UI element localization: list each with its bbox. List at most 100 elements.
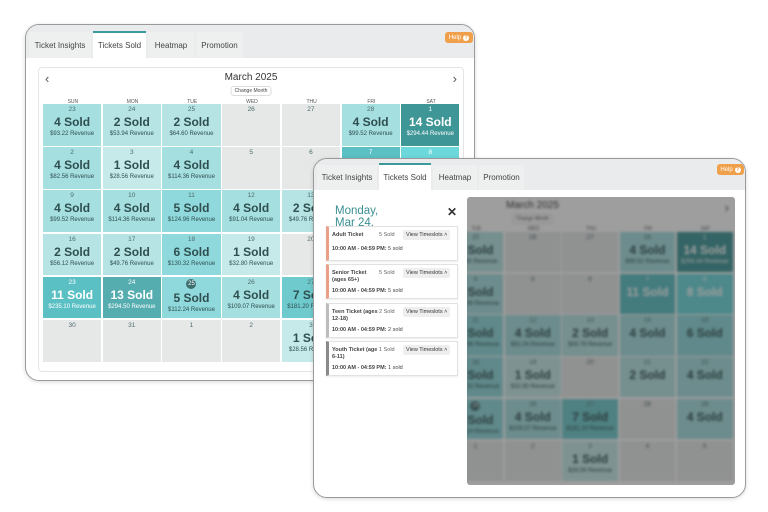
calendar-day-cell[interactable]: 4 [619, 440, 676, 481]
calendar-day-cell[interactable]: 12 4 Sold $91.04 Revenue [222, 190, 281, 233]
calendar-day-cell[interactable]: 12 4 Sold $91.04 Revenue [504, 315, 561, 356]
next-month-icon[interactable]: › [452, 71, 457, 86]
calendar-day-cell[interactable]: 28 4 Sold $99.52 Revenue [619, 232, 676, 273]
calendar-day-cell[interactable]: 23 4 Sold $93.22 Revenue [43, 104, 102, 146]
day-number: 24 [128, 106, 136, 113]
calendar-day-cell[interactable]: 17 2 Sold $49.76 Revenue [102, 233, 161, 276]
day-number: 1 [189, 322, 194, 329]
calendar-day-cell[interactable]: 13 2 Sold $49.76 Revenue [562, 315, 618, 356]
modal-dim[interactable] [467, 197, 735, 485]
weekday-header: TUE [187, 99, 198, 105]
calendar-day-cell[interactable]: 26 [504, 232, 561, 273]
prev-month-icon[interactable]: ‹ [45, 71, 50, 86]
calendar-day-cell[interactable]: 25 2 Sold $64.60 Revenue [162, 104, 221, 146]
sold-count: 14 Sold [683, 243, 727, 257]
view-timeslots-button[interactable]: View Timeslots ˄ [403, 230, 451, 240]
change-month-button[interactable]: Change Month [230, 86, 272, 96]
calendar-day-cell[interactable]: 10 4 Sold $114.36 Revenue [102, 190, 161, 233]
calendar-day-cell[interactable]: 24 2 Sold $53.94 Revenue [102, 104, 161, 146]
weekday-header: SAT [700, 226, 711, 232]
calendar-day-cell[interactable]: 115 Sold$124.96 Revenue [467, 315, 504, 356]
next-month-icon[interactable]: › [724, 200, 729, 215]
calendar-day-cell[interactable]: 2 [222, 320, 281, 362]
calendar-day-cell[interactable]: 26 4 Sold $109.07 Revenue [222, 276, 281, 319]
tab-tickets-sold[interactable]: Tickets Sold [379, 163, 431, 190]
day-number: 19 [247, 235, 255, 243]
calendar-day-cell[interactable]: 28 [619, 398, 676, 439]
tab-ticket-insights[interactable]: Ticket Insights [29, 32, 91, 58]
tab-heatmap[interactable]: Heatmap [433, 165, 477, 190]
sold-count: 2 Sold [572, 326, 609, 341]
calendar-day-cell[interactable]: 16 2 Sold $56.12 Revenue [43, 233, 102, 276]
change-month-button[interactable]: Change Month [512, 214, 553, 224]
view-timeslots-button[interactable]: View Timeslots ˄ [403, 268, 451, 278]
calendar-day-cell[interactable]: 1 [467, 440, 504, 481]
weekday-header: THU [585, 226, 596, 232]
calendar-day-cell[interactable]: 25 2 Sold $64.60 Revenue [467, 232, 504, 273]
calendar-day-cell[interactable]: 2 [504, 440, 561, 481]
calendar-day-cell[interactable]: 23 11 Sold $235.10 Revenue [43, 276, 102, 319]
calendar-day-cell[interactable]: 186 Sold$130.32 Revenue [467, 357, 504, 398]
sold-count: 2 Sold [54, 244, 91, 259]
calendar-day-cell[interactable]: 28 4 Sold $99.52 Revenue [341, 104, 400, 146]
sold-count: 4 Sold [514, 409, 551, 424]
ticket-sold: 5 Sold [379, 232, 395, 238]
calendar-day-cell[interactable]: 1 14 Sold $294.44 Revenue [401, 104, 460, 146]
day-number: 27 [307, 106, 315, 113]
day-number: 4 [645, 442, 650, 450]
tab-promotion[interactable]: Promotion [196, 32, 243, 58]
help-button[interactable]: Help? [445, 32, 473, 43]
calendar-day-cell[interactable]: 26 4 Sold $109.07 Revenue [504, 398, 561, 439]
close-icon[interactable]: ✕ [447, 205, 458, 219]
day-number: 20 [307, 235, 315, 243]
calendar-day-cell[interactable]: 27 [281, 104, 340, 146]
tab-heatmap[interactable]: Heatmap [148, 32, 194, 58]
calendar-day-cell[interactable]: 31 [102, 320, 161, 362]
calendar-day-cell[interactable]: 19 1 Sold $32.80 Revenue [222, 233, 281, 276]
day-number: 9 [70, 192, 74, 200]
tab-promotion[interactable]: Promotion [479, 165, 524, 190]
help-button[interactable]: Help? [717, 164, 744, 175]
sold-count: 4 Sold [173, 158, 210, 173]
tab-tickets-sold[interactable]: Tickets Sold [93, 31, 146, 58]
calendar-day-cell[interactable]: 255 Sold$112.24 Revenue [467, 398, 504, 439]
revenue: $99.52 Revenue [50, 217, 95, 224]
calendar-day-cell[interactable]: 27 [562, 232, 618, 273]
calendar-day-cell[interactable]: 44 Sold$114.36 Revenue [467, 273, 504, 314]
day-number: 1 [473, 442, 478, 450]
calendar-day-cell[interactable]: 6 [562, 273, 618, 314]
day-number: 31 [128, 322, 136, 329]
revenue: $124.96 Revenue [167, 217, 216, 224]
calendar-day-cell[interactable]: 19 1 Sold $32.80 Revenue [504, 357, 561, 398]
calendar-day-cell[interactable]: 20 [562, 357, 618, 398]
calendar-day-cell[interactable]: 30 [43, 320, 102, 362]
calendar-day-cell[interactable]: 26 [222, 104, 281, 146]
calendar-day-cell[interactable]: 1 [162, 320, 221, 362]
day-number: 25 [467, 400, 503, 411]
view-timeslots-button[interactable]: View Timeslots ˄ [403, 345, 451, 355]
calendar-day-cell[interactable]: 24 13 Sold $294.50 Revenue [102, 276, 161, 319]
tab-ticket-insights[interactable]: Ticket Insights [317, 165, 377, 190]
calendar-day-cell[interactable]: 5 [222, 147, 281, 189]
calendar-day-cell[interactable]: 1 14 Sold $294.44 Revenue [676, 232, 733, 273]
calendar-day-cell[interactable]: 27 7 Sold $181.20 Revenue [562, 398, 618, 439]
view-timeslots-button[interactable]: View Timeslots ˄ [403, 307, 451, 317]
calendar-day-cell[interactable]: 5 [676, 440, 733, 481]
calendar-day-cell[interactable]: 5 [504, 273, 561, 314]
